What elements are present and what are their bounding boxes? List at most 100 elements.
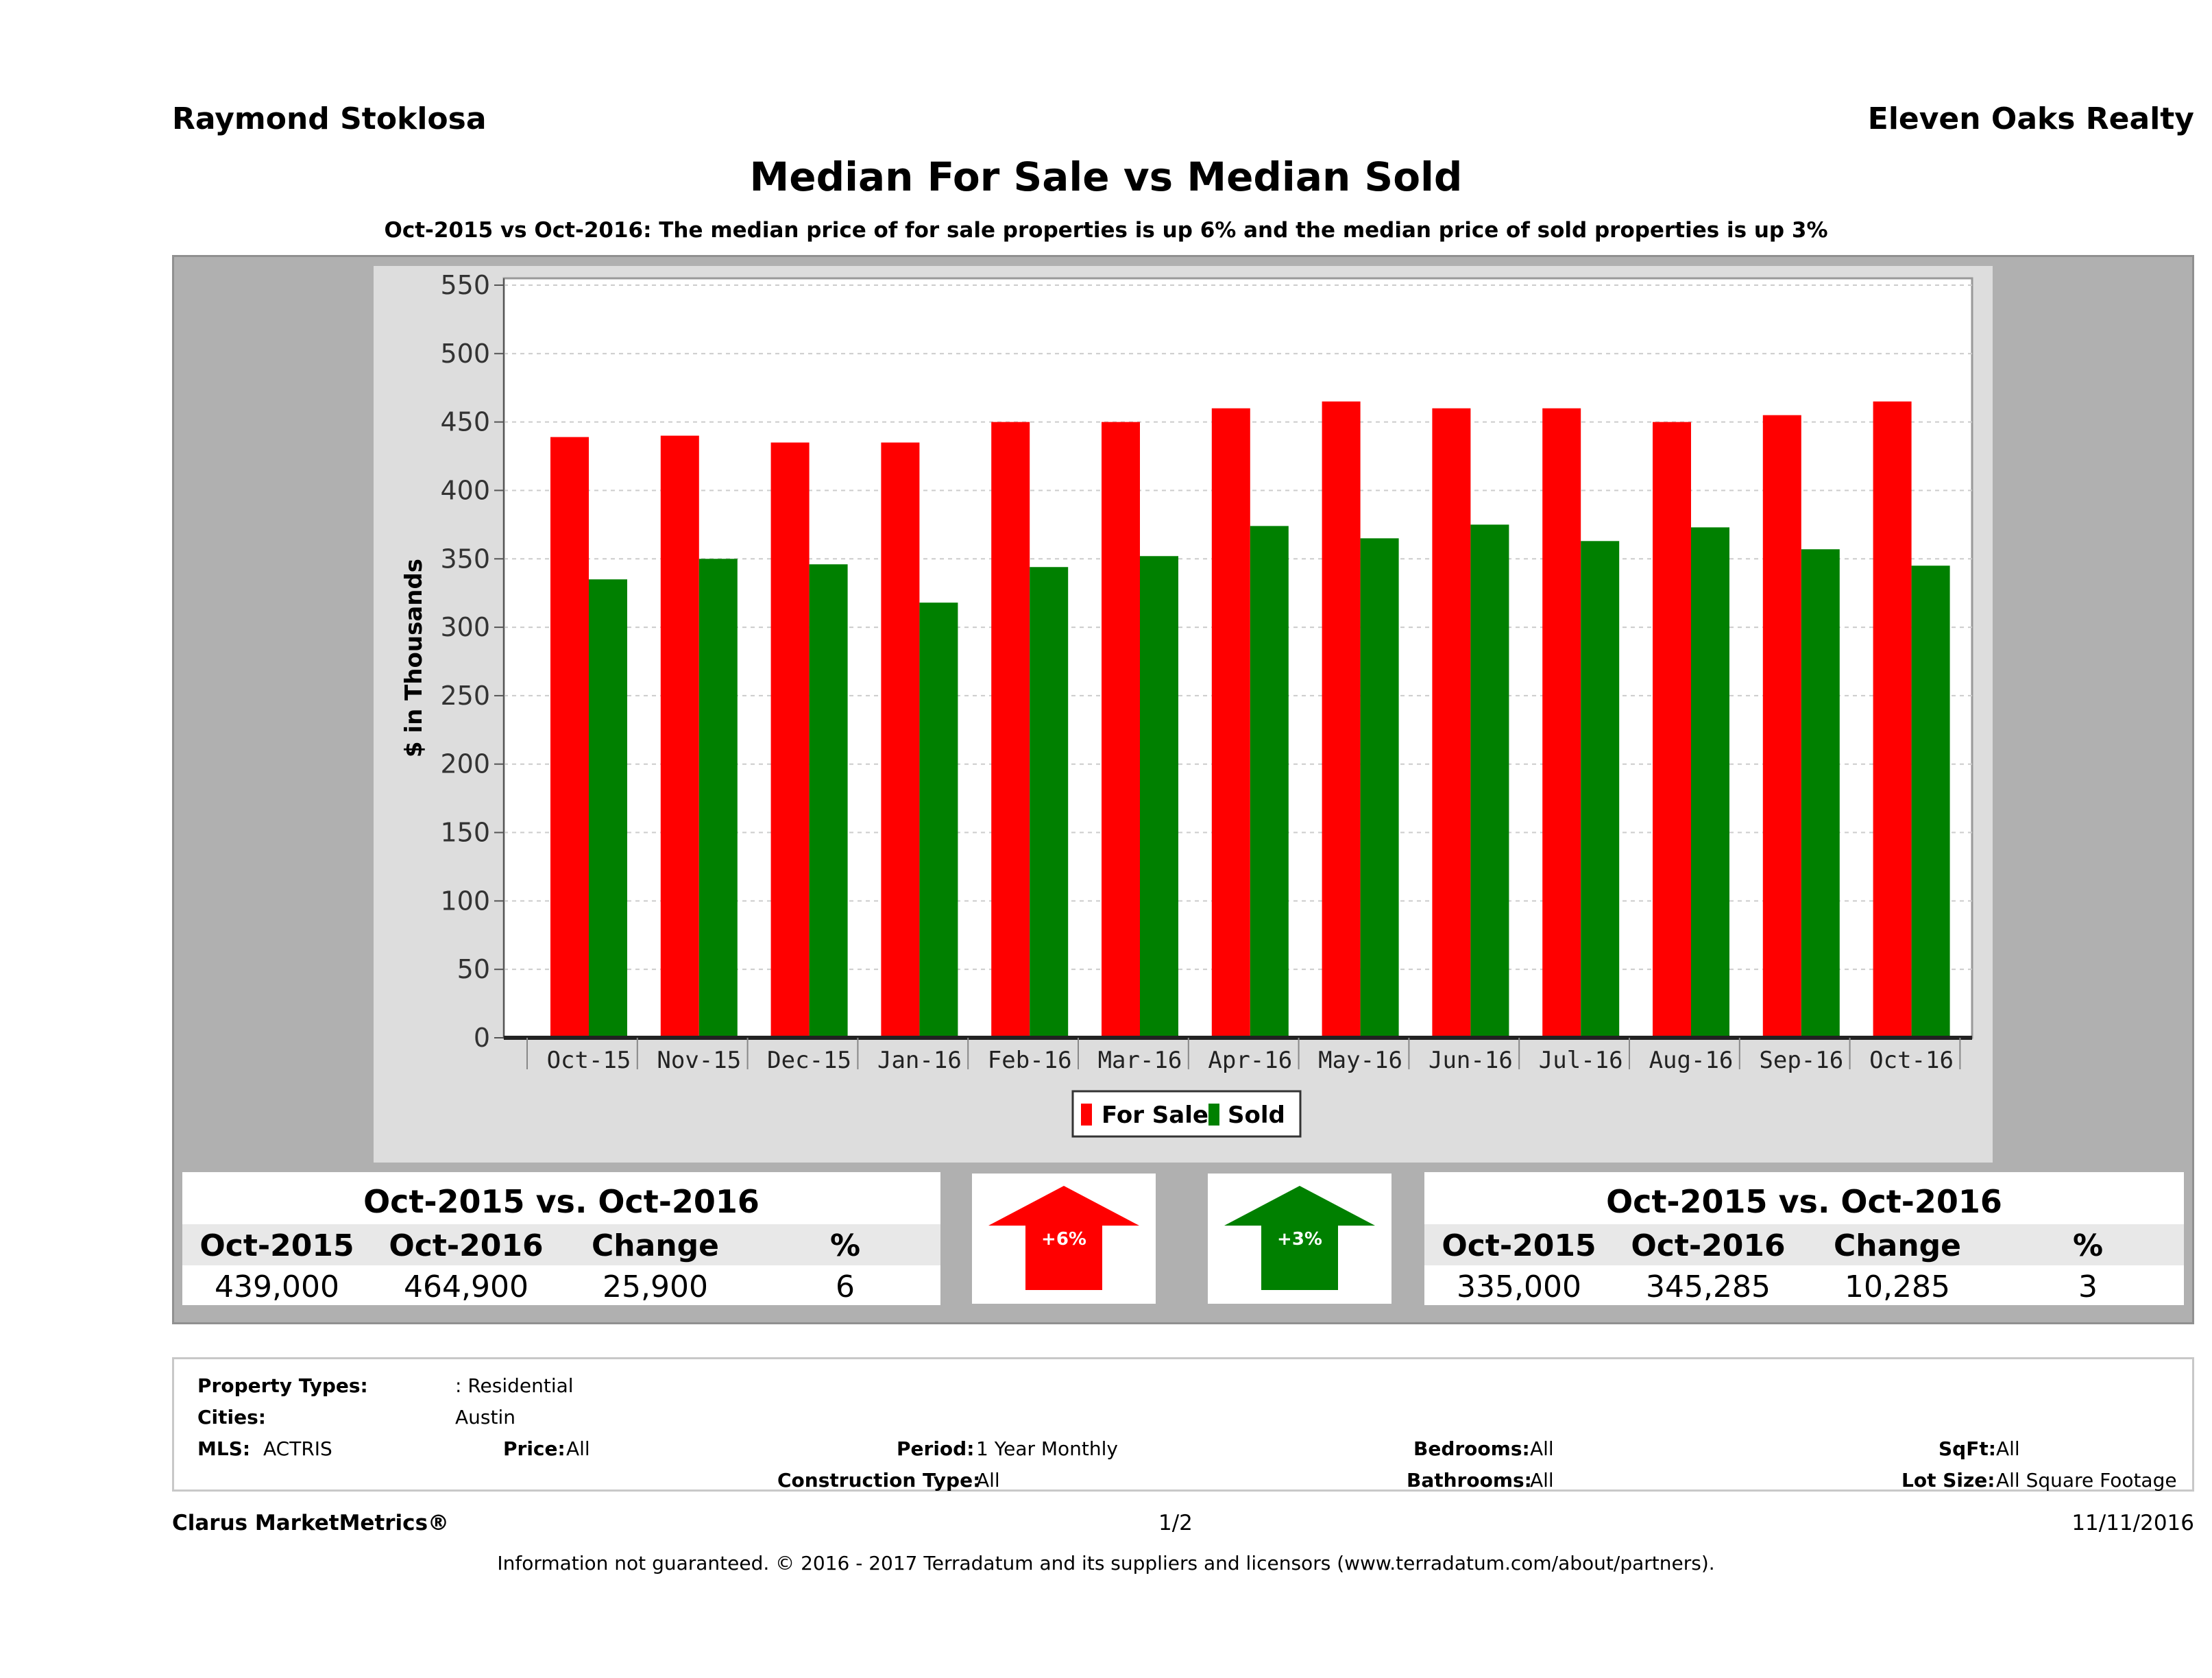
bar-sold-aug-16 xyxy=(1691,527,1729,1038)
bedrooms-label: Bedrooms: xyxy=(1413,1437,1530,1460)
sold-header-oct-2016: Oct-2016 xyxy=(1631,1228,1786,1263)
bar-chart: 0 50 100 150 200 250 300 350 400 450 500 550 Oct-15… xyxy=(400,270,1973,1138)
y-tick-label: 50 xyxy=(457,954,490,984)
bar-sold-jul-16 xyxy=(1581,541,1620,1038)
construction-type-value: All xyxy=(976,1469,1000,1492)
mls-label: MLS: xyxy=(197,1437,251,1460)
sold-arrow-box: +3% xyxy=(1208,1174,1391,1304)
legend-swatch-for-sale xyxy=(1081,1104,1092,1126)
legend-label-for-sale: For Sale xyxy=(1102,1102,1208,1129)
bar-for-sale-nov-15 xyxy=(660,435,699,1038)
sold-value-oct-2016: 345,285 xyxy=(1646,1269,1771,1304)
for-sale-summary-header-row: Oct-2015 Oct-2016 Change % xyxy=(182,1224,940,1265)
for-sale-value-percent: 6 xyxy=(836,1269,855,1304)
up-arrow-green-icon: +3% xyxy=(1224,1186,1375,1290)
lot-size-label: Lot Size: xyxy=(1901,1469,1995,1492)
bar-sold-apr-16 xyxy=(1250,526,1289,1038)
bar-for-sale-oct-16 xyxy=(1873,401,1912,1038)
property-types-value: : Residential xyxy=(455,1374,574,1397)
sold-summary-header-row: Oct-2015 Oct-2016 Change % xyxy=(1424,1224,2184,1265)
y-tick-label: 550 xyxy=(440,270,490,300)
x-tick-label: Dec-15 xyxy=(767,1047,851,1074)
x-tick-label: Oct-15 xyxy=(547,1047,631,1074)
property-types-label: Property Types: xyxy=(197,1374,368,1397)
x-tick-label: Jul-16 xyxy=(1539,1047,1623,1074)
y-axis-label: $ in Thousands xyxy=(400,559,428,757)
for-sale-arrow-box: +6% xyxy=(972,1174,1156,1304)
bar-for-sale-feb-16 xyxy=(991,422,1030,1038)
footer-date: 11/11/2016 xyxy=(2071,1511,2194,1535)
for-sale-summary-title: Oct-2015 vs. Oct-2016 xyxy=(363,1183,759,1220)
up-arrow-red-icon: +6% xyxy=(988,1186,1139,1290)
y-tick-label: 100 xyxy=(440,886,490,916)
bar-sold-oct-15 xyxy=(589,579,627,1038)
mls-value: ACTRIS xyxy=(263,1437,332,1460)
bar-for-sale-jul-16 xyxy=(1542,408,1581,1038)
bar-for-sale-dec-15 xyxy=(770,442,810,1038)
y-tick-label: 0 xyxy=(474,1023,490,1053)
bedrooms-value: All xyxy=(1530,1437,1554,1460)
bar-for-sale-aug-16 xyxy=(1653,422,1691,1038)
for-sale-arrow-label: +6% xyxy=(1041,1229,1086,1250)
sold-value-percent: 3 xyxy=(2078,1269,2098,1304)
x-tick-label: Sep-16 xyxy=(1759,1047,1843,1074)
footer-brand: Clarus MarketMetrics® xyxy=(172,1511,450,1535)
cities-value: Austin xyxy=(455,1406,515,1428)
bar-sold-may-16 xyxy=(1360,538,1399,1038)
bar-for-sale-mar-16 xyxy=(1102,422,1140,1038)
y-tick-label: 200 xyxy=(440,749,490,779)
for-sale-header-oct-2015: Oct-2015 xyxy=(199,1228,354,1263)
chart-title: Median For Sale vs Median Sold xyxy=(749,154,1463,200)
sold-header-oct-2015: Oct-2015 xyxy=(1442,1228,1596,1263)
bathrooms-label: Bathrooms: xyxy=(1407,1469,1532,1492)
sold-header-percent: % xyxy=(2072,1228,2104,1263)
chart-legend: For Sale Sold xyxy=(1071,1090,1302,1138)
for-sale-header-percent: % xyxy=(829,1228,861,1263)
legend-box xyxy=(1071,1090,1302,1138)
x-tick-label: Nov-15 xyxy=(657,1047,741,1074)
footer-disclaimer: Information not guaranteed. © 2016 - 201… xyxy=(497,1552,1715,1574)
x-tick-label: Jun-16 xyxy=(1429,1047,1513,1074)
bar-sold-nov-15 xyxy=(698,559,738,1038)
legend-swatch-sold xyxy=(1208,1104,1219,1126)
bar-for-sale-jun-16 xyxy=(1432,408,1471,1038)
sqft-value: All xyxy=(1996,1437,2020,1460)
x-tick-label: Feb-16 xyxy=(988,1047,1072,1074)
x-tick-label: Aug-16 xyxy=(1649,1047,1734,1074)
bar-sold-dec-15 xyxy=(809,564,848,1038)
for-sale-value-oct-2015: 439,000 xyxy=(215,1269,339,1304)
x-tick-label: Mar-16 xyxy=(1098,1047,1182,1074)
chart-subtitle: Oct-2015 vs Oct-2016: The median price o… xyxy=(384,218,1828,243)
period-value: 1 Year Monthly xyxy=(976,1437,1119,1460)
brokerage-name: Eleven Oaks Realty xyxy=(1867,101,2194,136)
period-label: Period: xyxy=(897,1437,975,1460)
sold-header-change: Change xyxy=(1834,1228,1961,1263)
bar-sold-oct-16 xyxy=(1911,566,1950,1038)
price-label: Price: xyxy=(503,1437,566,1460)
sqft-label: SqFt: xyxy=(1938,1437,1996,1460)
bar-for-sale-may-16 xyxy=(1322,401,1361,1038)
footer-page-number: 1/2 xyxy=(1158,1511,1193,1535)
bar-sold-jan-16 xyxy=(919,603,958,1038)
for-sale-header-change: Change xyxy=(592,1228,719,1263)
bar-sold-feb-16 xyxy=(1030,567,1069,1038)
bar-for-sale-apr-16 xyxy=(1211,408,1250,1038)
bar-for-sale-oct-15 xyxy=(550,437,589,1038)
construction-type-label: Construction Type: xyxy=(777,1469,981,1492)
y-tick-label: 250 xyxy=(440,681,490,711)
y-tick-label: 350 xyxy=(440,544,490,574)
bar-for-sale-jan-16 xyxy=(881,442,920,1038)
lot-size-value: All Square Footage xyxy=(1996,1469,2177,1492)
search-criteria-box: Property Types: : Residential Cities: Au… xyxy=(172,1357,2194,1492)
bar-sold-jun-16 xyxy=(1470,524,1509,1038)
for-sale-summary-table: Oct-2015 vs. Oct-2016 Oct-2015 Oct-2016 … xyxy=(182,1172,940,1305)
x-tick-label: Oct-16 xyxy=(1869,1047,1954,1074)
bar-sold-mar-16 xyxy=(1140,556,1178,1038)
sold-value-oct-2015: 335,000 xyxy=(1457,1269,1581,1304)
y-tick-label: 300 xyxy=(440,612,490,642)
sold-summary-title: Oct-2015 vs. Oct-2016 xyxy=(1606,1183,2002,1220)
legend-label-sold: Sold xyxy=(1228,1102,1285,1129)
bar-for-sale-sep-16 xyxy=(1762,415,1801,1038)
agent-name: Raymond Stoklosa xyxy=(172,101,487,136)
x-tick-label: Jan-16 xyxy=(877,1047,962,1074)
